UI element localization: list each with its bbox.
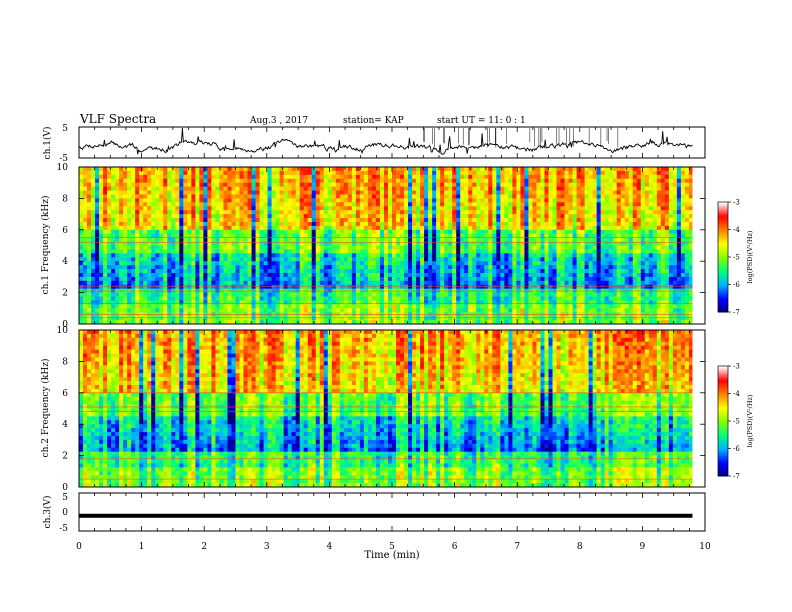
ch2-spec-ytick-labels: 0 2 4 6 8 10 [57,326,705,493]
date-label: Aug.3 , 2017 [249,116,308,126]
station-label: station= KAP [343,116,404,126]
x-tick-label: 7 [514,542,520,552]
colorbar-label: log(PSD)(V²/Hz) [746,230,754,283]
ch1-spectrogram-panel: 0 2 4 6 8 10 ch.1 Frequency (kHz) -3 -4 -5 -6 -7 l… [40,163,754,330]
x-tick-label: 2 [201,542,207,552]
ytick-label: 8 [62,357,68,367]
x-tick-label: 0 [76,542,82,552]
ch1-spec-ticks [78,167,706,324]
ch3-ytick-neg5: -5 [59,524,68,534]
ch2-colorbar: -3 -4 -5 -6 -7 log(PSD)(V²/Hz) [717,363,754,481]
colorbar-tick-label: -3 [733,199,740,207]
ytick-label: 2 [62,289,68,299]
ch1-ticks [78,127,706,158]
x-tick-label: 8 [577,542,583,552]
colorbar-tick-label: -4 [733,226,740,234]
ytick-label: 10 [57,163,69,173]
ch1-ytick-5: 5 [62,124,68,134]
ch1-ylabel: ch.1(V) [42,127,53,160]
ch2-spec-ylabel: ch.2 Frequency (kHz) [40,359,51,458]
ch3-ticks [78,493,706,531]
colorbar-label: log(PSD)(V²/Hz) [746,394,754,447]
ytick-label: 4 [62,257,68,267]
x-tick-label: 3 [264,542,270,552]
x-tick-label: 4 [327,542,333,552]
ch2-spec-ticks [78,330,706,487]
start-time-label: start UT = 11: 0 : 1 [437,116,526,126]
ch1-ytick-neg5: -5 [59,154,68,164]
ch1-waveform-panel: 5 -5 ch.1(V) [42,124,706,164]
ytick-label: 0 [62,320,68,330]
ch2-spectrogram-panel: 0 2 4 6 8 10 ch.2 Frequency (kHz) -3 -4 -5 -6 -7 l… [40,326,754,493]
colorbar-tick-label: -4 [733,390,740,398]
ytick-label: 2 [62,452,68,462]
ytick-label: 6 [62,389,68,399]
ch1-spec-ytick-labels: 0 2 4 6 8 10 [57,163,705,330]
colorbar-tick-label: -3 [733,363,740,371]
colorbar-tick-label: -7 [733,473,740,481]
ch1-spectrogram-image [79,167,705,325]
x-tick-label: 9 [640,542,646,552]
ch1-spec-ylabel: ch.1 Frequency (kHz) [40,196,51,295]
x-tick-label: 6 [452,542,458,552]
ch1-spec-ylabel-text: ch.1 Frequency (kHz) [40,196,51,295]
colorbar-tick-label: -6 [733,445,740,453]
ytick-label: 4 [62,420,68,430]
ytick-label: 10 [57,326,69,336]
colorbar-tick-label: -5 [733,418,740,426]
x-tick-label: 5 [389,542,395,552]
ch1-colorbar: -3 -4 -5 -6 -7 log(PSD)(V²/Hz) [717,199,754,317]
ch3-ytick-5: 5 [62,493,68,503]
x-axis: 0 1 2 3 4 5 6 7 8 9 10 [76,542,711,552]
x-tick-label: 1 [139,542,145,552]
figure-title: VLF Spectra [79,112,156,126]
ch2-spec-ylabel-text: ch.2 Frequency (kHz) [40,359,51,458]
header: VLF Spectra Aug.3 , 2017 station= KAP st… [79,112,526,126]
colorbar-tick-label: -7 [733,309,740,317]
ch3-ytick-0: 0 [62,508,68,518]
ch3-ylabel: ch.3(V) [42,496,53,529]
ch1-waveform-line [78,127,693,156]
colorbar-tick-label: -6 [733,281,740,289]
ch2-spectrogram-image [79,330,705,488]
ytick-label: 8 [62,194,68,204]
colorbar-tick-label: -5 [733,254,740,262]
ch3-waveform-panel: 5 0 -5 ch.3(V) [42,492,706,534]
x-tick-label: 10 [699,542,711,552]
x-axis-label: Time (min) [364,550,419,561]
ytick-label: 0 [62,483,68,493]
ytick-label: 6 [62,226,68,236]
